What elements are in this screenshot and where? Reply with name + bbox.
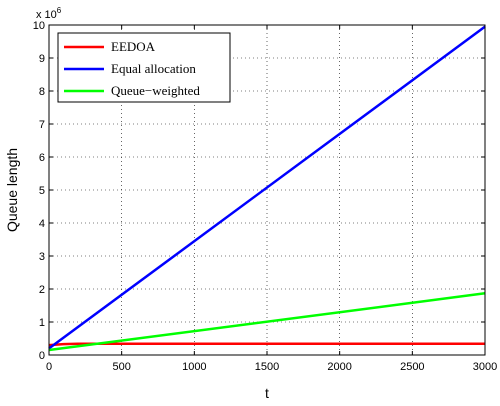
y-tick-label: 9 <box>39 53 45 65</box>
y-scale-note-exponent: 6 <box>57 6 62 15</box>
y-scale-note-base: x 10 <box>36 9 57 21</box>
x-axis-label: t <box>265 385 269 401</box>
y-axis-ticks: 0 1 2 3 4 5 6 7 8 9 10 <box>33 20 485 362</box>
y-tick-label: 10 <box>33 20 45 32</box>
y-tick-label: 8 <box>39 86 45 98</box>
y-axis-label: Queue length <box>4 148 20 232</box>
series-line-3 <box>48 292 486 352</box>
y-tick-label: 4 <box>39 218 45 230</box>
y-tick-label: 0 <box>39 350 45 362</box>
x-tick-label: 500 <box>112 361 130 373</box>
series-line-1 <box>48 342 485 347</box>
x-tick-label: 2000 <box>327 361 351 373</box>
y-tick-label: 6 <box>39 152 45 164</box>
x-tick-label: 2500 <box>400 361 424 373</box>
y-tick-label: 5 <box>39 185 45 197</box>
y-tick-label: 7 <box>39 119 45 131</box>
y-scale-note: x 106 <box>36 6 62 21</box>
x-tick-label: 3000 <box>473 361 497 373</box>
legend: EEDOA Equal allocation Queue−weighted <box>57 32 231 103</box>
x-tick-label: 0 <box>46 361 52 373</box>
y-tick-label: 2 <box>39 284 45 296</box>
x-tick-label: 1500 <box>255 361 279 373</box>
legend-label-3: Queue−weighted <box>111 83 200 98</box>
y-tick-label: 3 <box>39 251 45 263</box>
x-tick-label: 1000 <box>182 361 206 373</box>
x-axis-ticks: 0 500 1000 1500 2000 2500 3000 <box>46 25 497 373</box>
series-line-2 <box>48 25 486 350</box>
legend-label-2: Equal allocation <box>111 61 196 76</box>
series-layer <box>48 25 486 352</box>
y-tick-label: 1 <box>39 317 45 329</box>
legend-label-1: EEDOA <box>111 39 156 54</box>
